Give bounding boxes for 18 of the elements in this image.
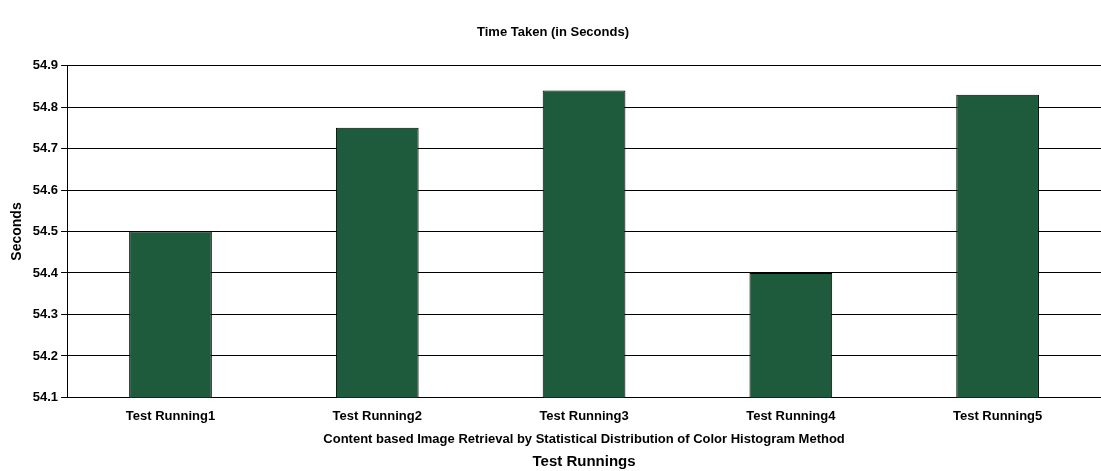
y-tick-label: 54.6 xyxy=(32,181,59,197)
y-tick-label: 54.7 xyxy=(32,140,59,156)
x-tick-label: Test Running3 xyxy=(539,407,629,423)
x-tick-label: Test Running4 xyxy=(746,407,837,423)
x-tick-label: Test Running1 xyxy=(125,407,216,423)
chart-title: Time Taken (in Seconds) xyxy=(477,24,629,40)
y-tick-label: 54.4 xyxy=(32,264,59,280)
y-tick-label: 54.3 xyxy=(32,306,59,322)
x-tick-label: Test Running2 xyxy=(332,407,422,423)
y-tick-label: 54.1 xyxy=(32,388,59,404)
y-tick-label: 54.2 xyxy=(32,347,59,363)
y-tick-label: 54.5 xyxy=(32,223,59,239)
y-tick-label: 54.8 xyxy=(32,98,59,114)
x-axis-title: Test Runnings xyxy=(532,452,636,470)
y-axis-title: Seconds xyxy=(8,202,25,261)
y-tick-label: 54.9 xyxy=(32,57,59,73)
x-tick-label: Test Running5 xyxy=(952,407,1043,423)
text: Content based Image Retrieval by Statistical Distribution of Color Histogram Method xyxy=(323,430,845,446)
